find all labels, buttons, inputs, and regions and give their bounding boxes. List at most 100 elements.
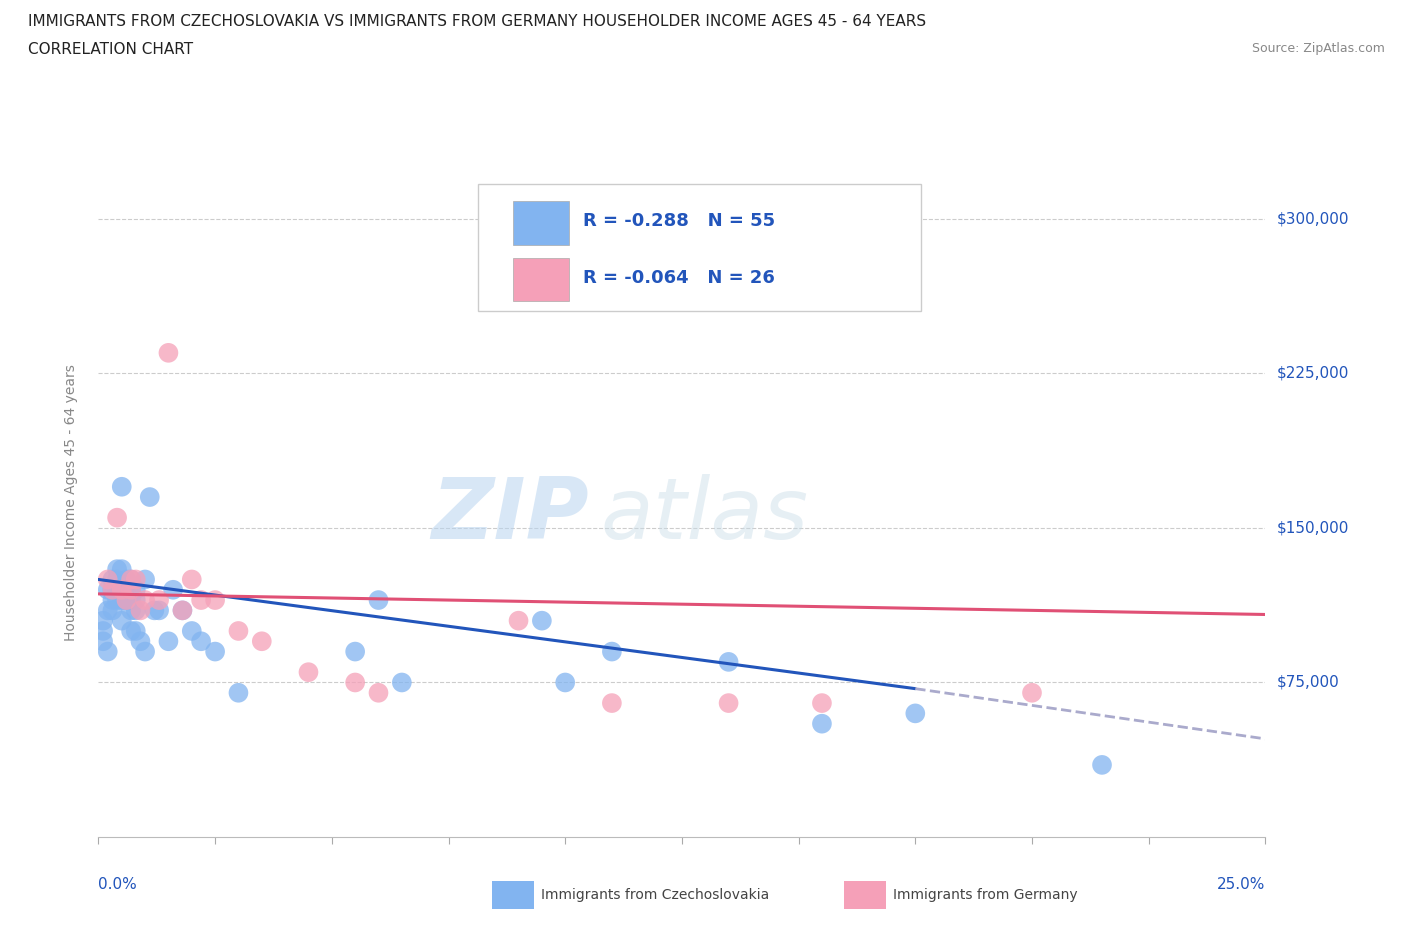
Point <box>115 592 138 607</box>
Point <box>111 582 134 597</box>
Point <box>105 582 128 597</box>
Point <box>125 572 148 587</box>
Point <box>204 592 226 607</box>
Point <box>101 572 124 587</box>
Point <box>143 603 166 618</box>
Point <box>111 562 134 577</box>
Point <box>115 582 138 597</box>
Point <box>811 696 834 711</box>
Point <box>97 582 120 597</box>
Point <box>91 634 114 649</box>
Point <box>101 603 124 618</box>
Text: Immigrants from Czechoslovakia: Immigrants from Czechoslovakia <box>541 887 769 902</box>
Point <box>115 572 138 587</box>
Text: ZIP: ZIP <box>430 474 589 557</box>
Point <box>554 675 576 690</box>
Point <box>120 572 142 587</box>
Point <box>97 644 120 659</box>
Point <box>344 675 367 690</box>
Point <box>111 613 134 628</box>
Point <box>148 603 170 618</box>
Point <box>111 592 134 607</box>
Point <box>162 582 184 597</box>
Point <box>129 634 152 649</box>
Point <box>172 603 194 618</box>
Point <box>904 706 927 721</box>
Point <box>180 572 202 587</box>
Point <box>157 634 180 649</box>
Text: $225,000: $225,000 <box>1277 365 1348 381</box>
Point <box>120 582 142 597</box>
Point <box>157 345 180 360</box>
Point <box>172 603 194 618</box>
Point <box>1021 685 1043 700</box>
Point <box>101 592 124 607</box>
Point <box>120 582 142 597</box>
Point <box>125 623 148 638</box>
Y-axis label: Householder Income Ages 45 - 64 years: Householder Income Ages 45 - 64 years <box>63 364 77 641</box>
Text: R = -0.288   N = 55: R = -0.288 N = 55 <box>582 212 775 231</box>
Point <box>111 479 134 494</box>
Text: $75,000: $75,000 <box>1277 675 1340 690</box>
Point <box>101 582 124 597</box>
Point <box>120 592 142 607</box>
Text: R = -0.064   N = 26: R = -0.064 N = 26 <box>582 269 775 286</box>
Point <box>228 623 250 638</box>
Text: $300,000: $300,000 <box>1277 211 1348 226</box>
Point <box>228 685 250 700</box>
Text: Immigrants from Germany: Immigrants from Germany <box>893 887 1077 902</box>
Point <box>148 592 170 607</box>
Text: atlas: atlas <box>600 474 808 557</box>
Point <box>344 644 367 659</box>
Point <box>190 634 212 649</box>
Text: $150,000: $150,000 <box>1277 521 1348 536</box>
Point <box>120 572 142 587</box>
Point <box>115 592 138 607</box>
Point <box>105 562 128 577</box>
Point <box>101 582 124 597</box>
Text: CORRELATION CHART: CORRELATION CHART <box>28 42 193 57</box>
Point <box>139 489 162 504</box>
Point <box>180 623 202 638</box>
Point <box>120 603 142 618</box>
Text: 0.0%: 0.0% <box>98 877 138 892</box>
Point <box>125 603 148 618</box>
Point <box>717 696 740 711</box>
Point <box>297 665 319 680</box>
Point <box>204 644 226 659</box>
Point <box>190 592 212 607</box>
Point <box>125 582 148 597</box>
FancyBboxPatch shape <box>478 184 921 312</box>
Point <box>105 592 128 607</box>
FancyBboxPatch shape <box>513 258 568 301</box>
Text: Source: ZipAtlas.com: Source: ZipAtlas.com <box>1251 42 1385 55</box>
Point <box>250 634 273 649</box>
Point <box>129 603 152 618</box>
Point <box>530 613 553 628</box>
Point <box>91 623 114 638</box>
Point <box>97 603 120 618</box>
Point <box>811 716 834 731</box>
Text: IMMIGRANTS FROM CZECHOSLOVAKIA VS IMMIGRANTS FROM GERMANY HOUSEHOLDER INCOME AGE: IMMIGRANTS FROM CZECHOSLOVAKIA VS IMMIGR… <box>28 14 927 29</box>
Point <box>105 572 128 587</box>
Point <box>1091 757 1114 772</box>
Point <box>91 613 114 628</box>
Point <box>600 644 623 659</box>
Point <box>111 582 134 597</box>
Point <box>125 592 148 607</box>
Point <box>105 511 128 525</box>
Point <box>367 685 389 700</box>
Point <box>134 644 156 659</box>
Point <box>115 592 138 607</box>
Point <box>508 613 530 628</box>
Point <box>120 623 142 638</box>
Point <box>717 655 740 670</box>
Point <box>367 592 389 607</box>
Text: 25.0%: 25.0% <box>1218 877 1265 892</box>
Point <box>391 675 413 690</box>
Point <box>600 696 623 711</box>
Point <box>134 572 156 587</box>
Point <box>97 572 120 587</box>
Point <box>134 592 156 607</box>
FancyBboxPatch shape <box>513 201 568 245</box>
